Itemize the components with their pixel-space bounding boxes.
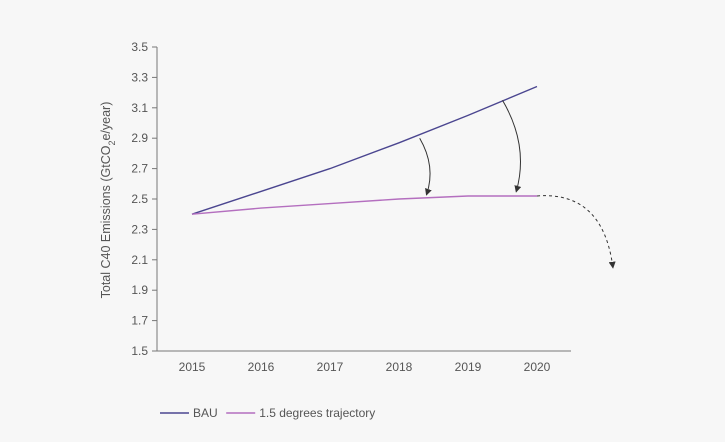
legend: BAU 1.5 degrees trajectory	[160, 406, 375, 420]
legend-label: BAU	[193, 406, 218, 420]
y-tick-label: 1.9	[131, 283, 148, 297]
y-tick-label: 3.5	[131, 40, 148, 54]
annotation-curved-arrow	[503, 100, 521, 191]
y-tick-label: 2.1	[131, 253, 148, 267]
x-axis: 2015 2016 2017 2018 2019 2020	[157, 351, 571, 374]
y-tick-label: 1.5	[131, 344, 148, 358]
y-tick-label: 2.9	[131, 131, 148, 145]
annotation-dashed-arrow	[537, 196, 613, 268]
annotation-curved-arrow	[420, 138, 430, 194]
x-tick-label: 2018	[386, 360, 413, 374]
x-tick-label: 2019	[455, 360, 482, 374]
x-tick-label: 2017	[317, 360, 344, 374]
x-tick-label: 2016	[248, 360, 275, 374]
series-lines	[192, 87, 537, 215]
y-axis: 1.5 1.7 1.9 2.1 2.3 2.5 2.7 2.9 3.1 3.3 3.5	[131, 40, 157, 358]
y-tick-label: 2.5	[131, 192, 148, 206]
y-tick-label: 3.3	[131, 70, 148, 84]
y-tick-label: 2.7	[131, 162, 148, 176]
y-tick-label: 1.7	[131, 314, 148, 328]
x-tick-label: 2020	[524, 360, 551, 374]
legend-label: 1.5 degrees trajectory	[259, 406, 375, 420]
y-axis-title: Total C40 Emissions (GtCO2e/year)	[99, 102, 117, 299]
y-tick-label: 3.1	[131, 101, 148, 115]
series-line-bau	[192, 87, 537, 215]
series-line-1-5-degrees	[192, 196, 537, 214]
x-tick-label: 2015	[179, 360, 206, 374]
y-tick-label: 2.3	[131, 222, 148, 236]
annotations	[420, 100, 613, 267]
